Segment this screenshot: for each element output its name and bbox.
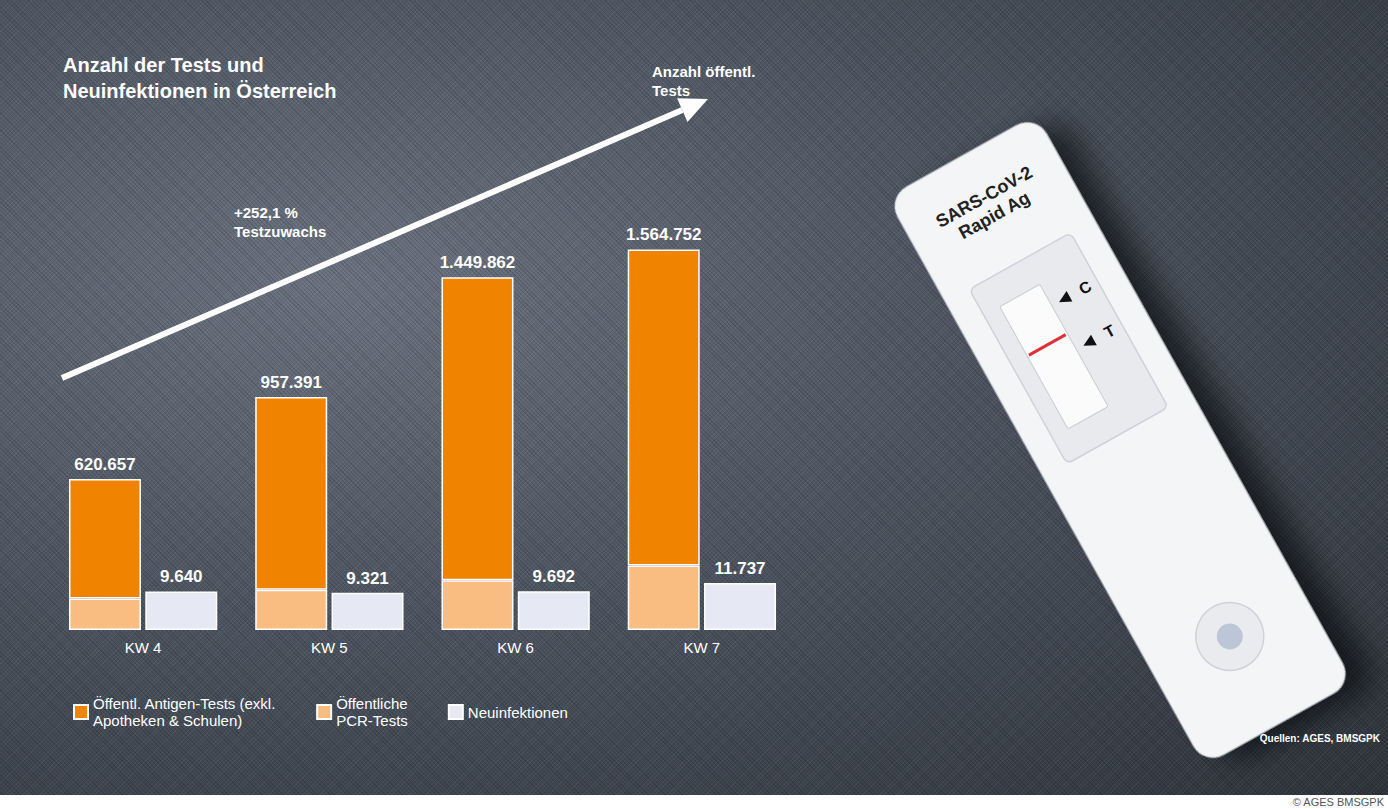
svg-text:9.640: 9.640 [160, 567, 203, 586]
svg-text:9.321: 9.321 [346, 569, 389, 588]
svg-text:957.391: 957.391 [260, 373, 321, 392]
svg-text:Anzahl öffentl.: Anzahl öffentl. [652, 63, 755, 80]
svg-text:Apotheken & Schulen): Apotheken & Schulen) [93, 712, 242, 729]
svg-text:Tests: Tests [652, 82, 690, 99]
svg-text:9.692: 9.692 [533, 567, 576, 586]
svg-text:T: T [1101, 321, 1118, 341]
svg-text:KW 5: KW 5 [311, 639, 348, 656]
svg-text:Testzuwachs: Testzuwachs [234, 223, 326, 240]
svg-text:Öffentliche: Öffentliche [336, 695, 407, 712]
svg-text:KW 7: KW 7 [684, 639, 721, 656]
svg-text:Quellen: AGES, BMSGPK: Quellen: AGES, BMSGPK [1260, 733, 1381, 744]
svg-text:PCR-Tests: PCR-Tests [336, 712, 408, 729]
svg-text:Neuinfektionen in Österreich: Neuinfektionen in Österreich [63, 80, 336, 102]
svg-text:Neuinfektionen: Neuinfektionen [468, 704, 568, 721]
svg-text:1.564.752: 1.564.752 [626, 225, 702, 244]
svg-text:C: C [1076, 277, 1095, 298]
svg-text:Anzahl der Tests und: Anzahl der Tests und [63, 54, 264, 76]
svg-text:© AGES BMSGPK: © AGES BMSGPK [1293, 796, 1385, 808]
svg-text:620.657: 620.657 [74, 455, 135, 474]
svg-text:KW 4: KW 4 [125, 639, 162, 656]
svg-text:SARS-CoV-2: SARS-CoV-2 [932, 162, 1036, 232]
svg-text:1.449.862: 1.449.862 [440, 253, 516, 272]
svg-text:+252,1 %: +252,1 % [234, 204, 298, 221]
svg-text:11.737: 11.737 [715, 559, 766, 578]
svg-text:Rapid Ag: Rapid Ag [955, 187, 1033, 243]
svg-text:KW 6: KW 6 [497, 639, 534, 656]
svg-text:Öffentl. Antigen-Tests (exkl.: Öffentl. Antigen-Tests (exkl. [93, 695, 275, 712]
